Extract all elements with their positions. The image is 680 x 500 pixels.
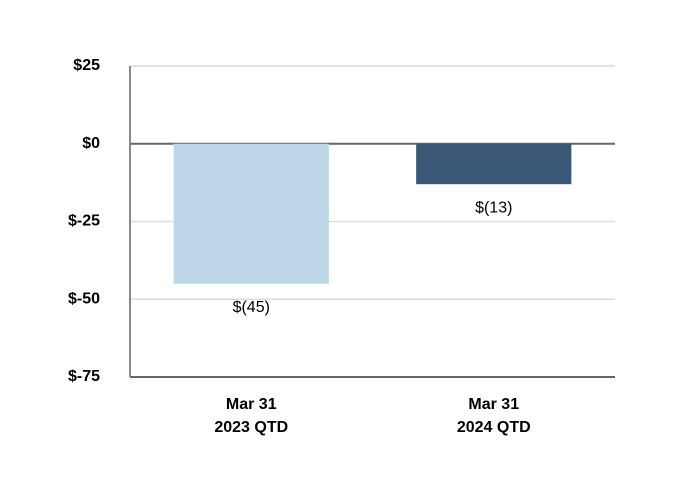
value-label: $(45) [233,299,270,316]
bar [173,143,329,284]
bar [416,143,572,185]
value-label: $(13) [475,199,512,216]
x-tick-label: Mar 31 [468,396,519,413]
y-tick-label: $-75 [68,368,100,385]
y-tick-label: $0 [82,135,100,152]
x-tick-label: 2024 QTD [457,419,531,436]
y-tick-label: $-50 [68,290,100,307]
x-tick-label: Mar 31 [226,396,277,413]
x-tick-label: 2023 QTD [214,419,288,436]
y-tick-label: $-25 [68,213,100,230]
y-tick-label: $25 [73,57,100,74]
